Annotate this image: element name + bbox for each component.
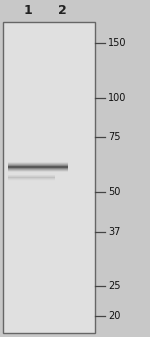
Text: 50: 50 [108, 187, 120, 197]
Bar [3, 22, 95, 333]
Text: 20: 20 [108, 311, 120, 321]
Text: 37: 37 [108, 227, 120, 238]
Text: 2: 2 [58, 3, 66, 17]
Text: 75: 75 [108, 132, 120, 142]
Text: 25: 25 [108, 280, 120, 290]
Text: 100: 100 [108, 93, 126, 103]
Text: 150: 150 [108, 38, 126, 48]
Text: 1: 1 [24, 3, 32, 17]
